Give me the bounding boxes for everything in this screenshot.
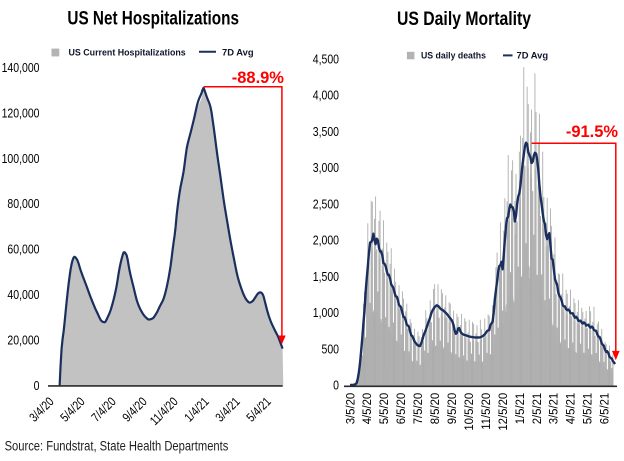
svg-text:Source: Fundstrat, State Healt: Source: Fundstrat, State Health Departme…: [5, 438, 229, 453]
svg-text:6/5/20: 6/5/20: [395, 392, 408, 424]
svg-text:5/5/20: 5/5/20: [378, 392, 391, 424]
svg-text:2/5/21: 2/5/21: [530, 393, 543, 425]
svg-text:-88.9%: -88.9%: [232, 68, 284, 87]
svg-text:10/5/20: 10/5/20: [463, 392, 476, 430]
svg-text:3/5/20: 3/5/20: [344, 392, 357, 424]
svg-text:US Net Hospitalizations: US Net Hospitalizations: [67, 7, 239, 29]
svg-text:US Current Hospitalizations: US Current Hospitalizations: [69, 47, 186, 57]
svg-text:12/5/20: 12/5/20: [496, 392, 509, 430]
svg-text:4,000: 4,000: [313, 90, 339, 103]
svg-text:3,500: 3,500: [313, 126, 339, 139]
svg-text:8/5/20: 8/5/20: [429, 392, 442, 424]
svg-text:4/5/20: 4/5/20: [361, 392, 374, 424]
svg-text:1/5/21: 1/5/21: [513, 393, 526, 425]
svg-text:1,500: 1,500: [313, 271, 339, 284]
svg-text:4/5/21: 4/5/21: [564, 393, 577, 425]
svg-text:140,000: 140,000: [2, 62, 40, 75]
svg-text:7D Avg: 7D Avg: [222, 46, 254, 57]
svg-text:0: 0: [333, 380, 339, 393]
svg-text:1,000: 1,000: [313, 307, 339, 320]
svg-text:100,000: 100,000: [2, 153, 40, 166]
svg-text:US Daily Mortality: US Daily Mortality: [397, 7, 531, 29]
svg-text:3/5/21: 3/5/21: [547, 393, 560, 425]
svg-text:9/5/20: 9/5/20: [446, 392, 459, 424]
svg-text:7/5/20: 7/5/20: [412, 392, 425, 424]
svg-text:500: 500: [321, 344, 339, 357]
svg-text:-91.5%: -91.5%: [566, 122, 618, 141]
svg-text:120,000: 120,000: [2, 108, 40, 121]
svg-text:0: 0: [34, 380, 40, 393]
svg-text:20,000: 20,000: [7, 335, 39, 348]
svg-text:2,500: 2,500: [313, 199, 339, 212]
svg-text:7D Avg: 7D Avg: [517, 49, 549, 60]
svg-text:60,000: 60,000: [7, 244, 39, 257]
svg-text:11/5/20: 11/5/20: [480, 392, 493, 429]
svg-text:6/5/21: 6/5/21: [598, 393, 611, 425]
svg-text:2,000: 2,000: [313, 235, 339, 248]
svg-text:40,000: 40,000: [7, 289, 39, 302]
svg-text:3,000: 3,000: [313, 162, 339, 175]
svg-text:4,500: 4,500: [313, 54, 339, 67]
svg-text:80,000: 80,000: [7, 198, 39, 211]
svg-text:US daily deaths: US daily deaths: [421, 50, 486, 60]
svg-text:5/5/21: 5/5/21: [581, 393, 594, 425]
